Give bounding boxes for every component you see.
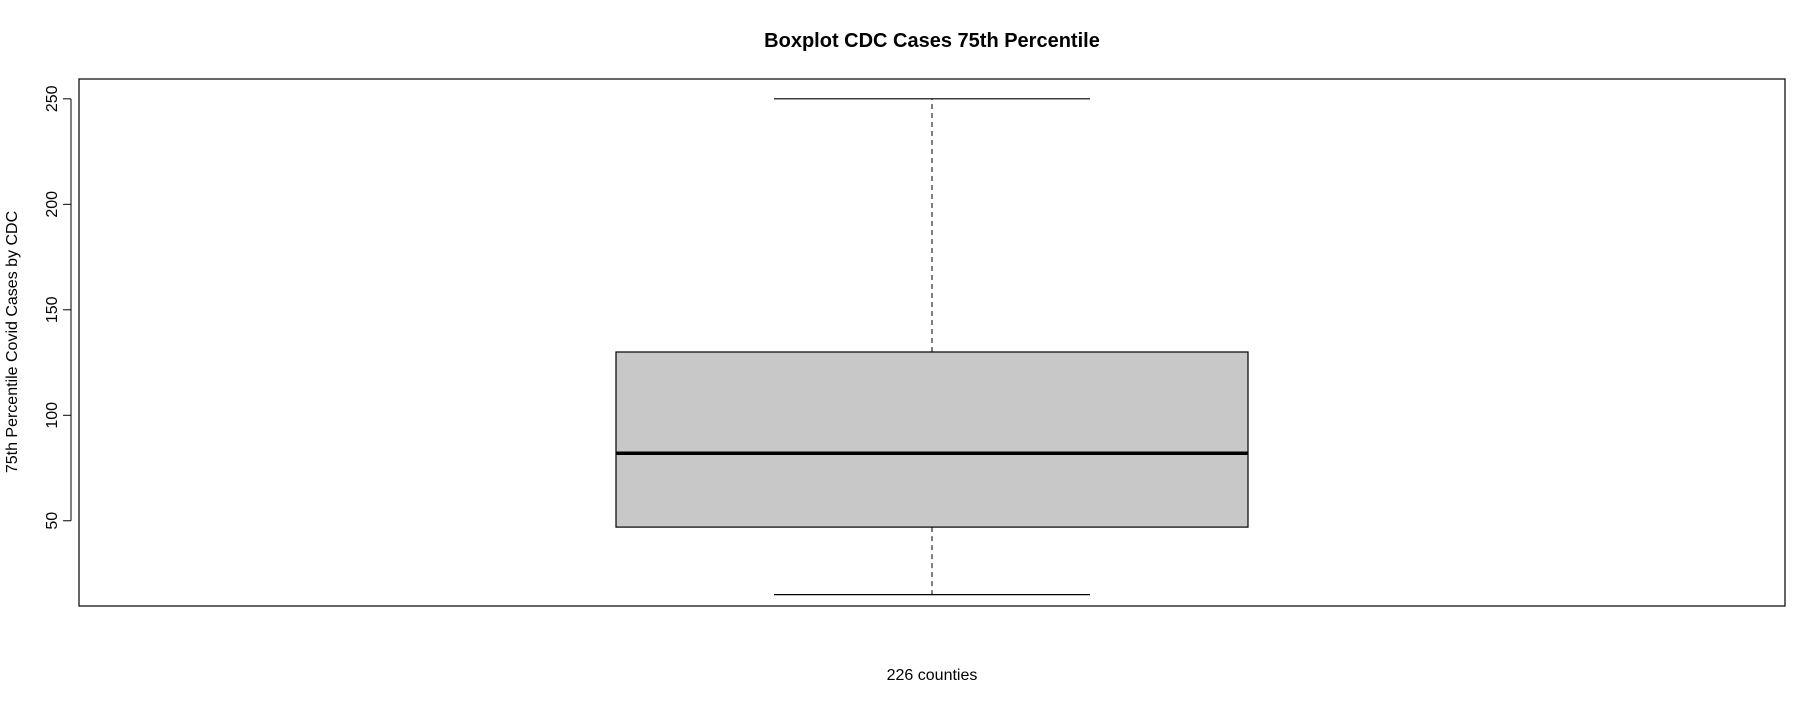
y-tick-label: 100 [44,402,61,429]
y-tick-label: 250 [44,85,61,112]
chart-title: Boxplot CDC Cases 75th Percentile [764,30,1100,52]
plot-frame [78,78,1786,607]
y-axis-label: 75th Percentile Covid Cases by CDC [4,211,21,473]
y-tick-label: 200 [44,191,61,218]
interquartile-box [615,351,1249,528]
box-plot [615,98,1249,596]
y-tick-label: 50 [44,512,61,530]
y-axis: 50 100 150 200 250 [44,85,72,530]
y-tick-label: 150 [44,296,61,323]
x-axis-label: 226 counties [887,667,978,684]
